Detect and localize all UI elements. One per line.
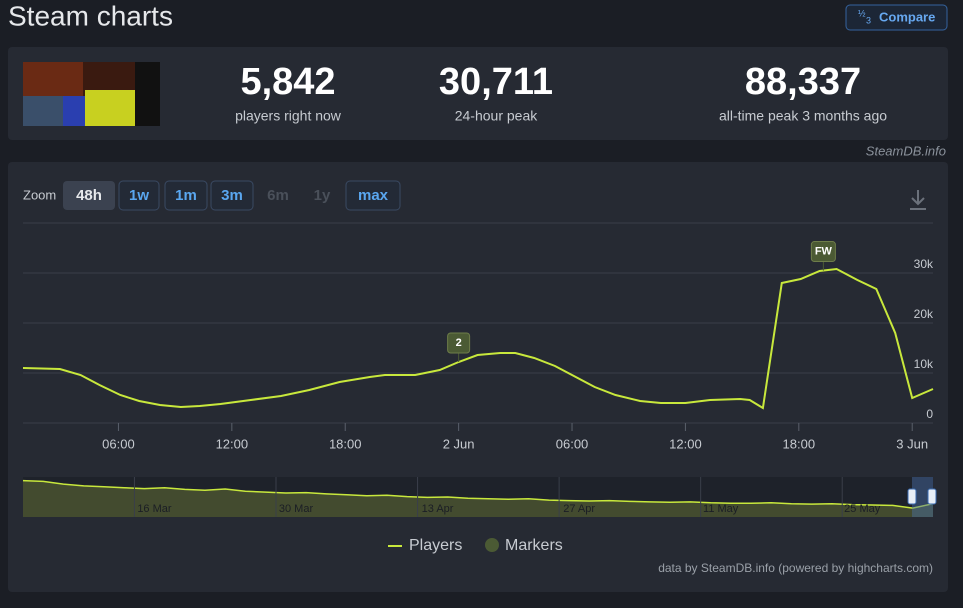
chart-panel bbox=[8, 162, 948, 592]
marker-label: FW bbox=[815, 245, 833, 257]
compare-label: Compare bbox=[879, 9, 935, 24]
zoom-button[interactable]: 1m bbox=[164, 180, 208, 211]
zoom-button[interactable]: 1w bbox=[118, 180, 160, 211]
button-bg bbox=[118, 180, 160, 211]
zoom-button[interactable]: max bbox=[345, 180, 401, 211]
button-label: 1y bbox=[314, 187, 331, 204]
button-label: 1w bbox=[129, 187, 149, 204]
image-part bbox=[23, 96, 63, 126]
button-bg bbox=[345, 180, 401, 211]
x-tick-label: 06:00 bbox=[102, 436, 135, 451]
image-part bbox=[63, 96, 85, 126]
legend-label: Players bbox=[409, 537, 462, 554]
y-tick-label: 30k bbox=[914, 257, 934, 271]
game-image bbox=[23, 62, 160, 126]
stat-label: players right now bbox=[235, 108, 342, 124]
marker-box bbox=[447, 332, 471, 354]
stats-panel bbox=[8, 47, 948, 140]
zoom-button[interactable]: 48h bbox=[63, 181, 115, 210]
image-part bbox=[135, 62, 160, 126]
navigator-label: 11 May bbox=[703, 503, 739, 515]
stat-value: 5,842 bbox=[240, 61, 335, 103]
button-bg bbox=[164, 180, 208, 211]
navigator-label: 13 Apr bbox=[422, 503, 454, 515]
legend-item[interactable]: Players bbox=[388, 537, 462, 554]
download-icon[interactable] bbox=[910, 190, 926, 210]
credit[interactable]: data by SteamDB.info (powered by highcha… bbox=[658, 561, 933, 575]
x-tick-label: 18:00 bbox=[783, 436, 816, 451]
button-bg bbox=[845, 4, 948, 31]
zoom-button: 1y bbox=[314, 187, 331, 204]
image-part bbox=[23, 62, 83, 96]
navigator-selection[interactable] bbox=[912, 477, 933, 517]
zoom-label: Zoom bbox=[23, 187, 56, 202]
watermark: SteamDB.info bbox=[866, 143, 946, 158]
series-line bbox=[22, 267, 934, 410]
compare-icon: 3 bbox=[866, 15, 871, 25]
navigator-label: 27 Apr bbox=[563, 503, 595, 515]
stat-value: 88,337 bbox=[745, 61, 861, 103]
stat-label: all-time peak 3 months ago bbox=[719, 108, 887, 124]
marker[interactable]: FW bbox=[810, 241, 836, 271]
button-bg bbox=[210, 180, 254, 211]
x-tick-label: 06:00 bbox=[556, 436, 589, 451]
y-tick-label: 10k bbox=[914, 357, 934, 371]
x-tick-label: 3 Jun bbox=[896, 436, 928, 451]
button-label: 6m bbox=[267, 187, 289, 204]
legend-item[interactable]: Markers bbox=[485, 537, 563, 554]
zoom-button: 6m bbox=[267, 187, 289, 204]
x-tick-label: 12:00 bbox=[669, 436, 702, 451]
navigator-label: 30 Mar bbox=[279, 503, 314, 515]
image-part bbox=[85, 90, 135, 126]
legend-dot bbox=[485, 538, 499, 552]
y-tick-label: 0 bbox=[926, 407, 933, 421]
stat-label: 24-hour peak bbox=[455, 108, 539, 124]
navigator-handle[interactable] bbox=[907, 488, 917, 505]
navigator-label: 16 Mar bbox=[137, 503, 172, 515]
marker-label: 2 bbox=[456, 337, 462, 349]
zoom-button[interactable]: 3m bbox=[210, 180, 254, 211]
compare-button[interactable]: ½ 3 Compare bbox=[845, 4, 948, 31]
button-bg bbox=[63, 181, 115, 210]
x-tick-label: 18:00 bbox=[329, 436, 362, 451]
button-label: 3m bbox=[221, 187, 243, 204]
navigator-line bbox=[22, 479, 934, 509]
navigator-label: 25 May bbox=[844, 503, 881, 515]
marker[interactable]: 2 bbox=[447, 332, 471, 362]
navigator-handle[interactable] bbox=[927, 488, 937, 505]
x-tick-label: 12:00 bbox=[216, 436, 249, 451]
stat-value: 30,711 bbox=[439, 61, 553, 103]
button-label: 48h bbox=[76, 187, 102, 204]
x-tick-label: 2 Jun bbox=[443, 436, 475, 451]
button-label: 1m bbox=[175, 187, 197, 204]
icon bbox=[910, 190, 926, 210]
button-label: max bbox=[358, 187, 389, 204]
page-title: Steam charts bbox=[8, 0, 173, 31]
y-tick-label: 20k bbox=[914, 307, 934, 321]
legend-label: Markers bbox=[505, 537, 563, 554]
marker-box bbox=[810, 241, 836, 263]
compare-icon: ½ bbox=[858, 8, 866, 18]
